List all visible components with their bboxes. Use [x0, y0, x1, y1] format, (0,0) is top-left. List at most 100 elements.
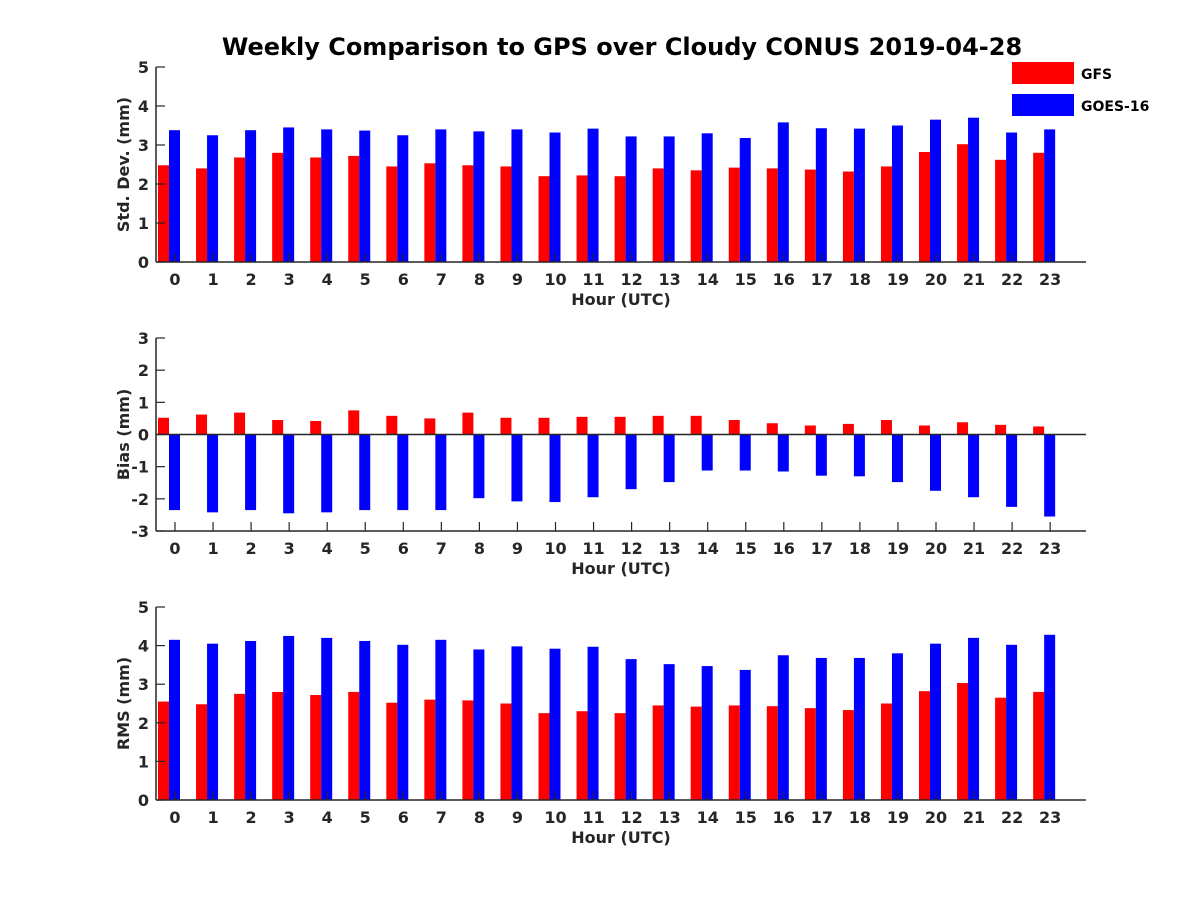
x-tick-label: 8 — [474, 539, 485, 558]
bar-gfs-hour-15 — [728, 420, 740, 435]
y-tick-label: 1 — [138, 393, 149, 412]
bar-goes-16-hour-13 — [663, 136, 675, 262]
bar-goes-16-hour-11 — [587, 434, 599, 498]
x-tick-label: 12 — [620, 270, 642, 289]
bar-goes-16-hour-14 — [701, 434, 713, 471]
bar-gfs-hour-23 — [1033, 691, 1045, 800]
y-tick-label: 2 — [138, 175, 149, 194]
bar-gfs-hour-16 — [766, 706, 778, 800]
x-tick-label: 1 — [207, 270, 218, 289]
y-tick-label: -3 — [131, 522, 149, 541]
x-tick-label: 6 — [398, 808, 409, 827]
x-tick-label: 15 — [735, 270, 757, 289]
x-tick-label: 7 — [436, 270, 447, 289]
bar-gfs-hour-8 — [462, 700, 474, 800]
bar-gfs-hour-6 — [386, 702, 398, 800]
bar-goes-16-hour-20 — [930, 119, 941, 263]
bar-goes-16-hour-1 — [207, 643, 219, 800]
bar-goes-16-hour-4 — [321, 434, 333, 513]
x-tick-label: 2 — [246, 270, 257, 289]
bar-gfs-hour-21 — [957, 422, 969, 435]
bar-gfs-hour-22 — [995, 424, 1007, 435]
x-tick-label: 23 — [1039, 270, 1061, 289]
x-axis-label: Hour (UTC) — [571, 290, 671, 309]
bar-goes-16-hour-20 — [930, 643, 941, 800]
bar-goes-16-hour-16 — [777, 434, 789, 472]
bar-gfs-hour-5 — [348, 410, 360, 435]
x-tick-label: 19 — [887, 270, 909, 289]
bar-gfs-hour-16 — [766, 168, 778, 262]
bar-gfs-hour-7 — [424, 699, 436, 800]
bar-goes-16-hour-0 — [169, 434, 180, 511]
bar-goes-16-hour-18 — [853, 657, 865, 800]
legend-label-gfs: GFS — [1081, 67, 1112, 83]
y-axis-label: Std. Dev. (mm) — [114, 97, 133, 232]
bar-gfs-hour-11 — [576, 416, 588, 435]
x-tick-label: 22 — [1001, 270, 1023, 289]
bar-gfs-hour-10 — [538, 176, 550, 262]
x-tick-label: 5 — [360, 539, 371, 558]
y-axis-label: RMS (mm) — [114, 657, 133, 750]
x-axis-label: Hour (UTC) — [571, 559, 671, 578]
y-tick-label: 5 — [138, 598, 149, 617]
y-tick-label: 0 — [138, 426, 149, 445]
x-tick-label: 9 — [512, 808, 523, 827]
bar-gfs-hour-1 — [196, 414, 208, 435]
bar-gfs-hour-19 — [880, 420, 892, 435]
x-tick-label: 16 — [773, 539, 795, 558]
bar-goes-16-hour-20 — [930, 434, 941, 491]
bar-goes-16-hour-15 — [739, 137, 751, 262]
bar-gfs-hour-21 — [957, 683, 969, 800]
bar-goes-16-hour-14 — [701, 133, 713, 262]
bar-goes-16-hour-14 — [701, 666, 713, 800]
y-tick-label: 5 — [138, 58, 149, 77]
bar-gfs-hour-23 — [1033, 426, 1045, 435]
x-tick-label: 20 — [925, 539, 947, 558]
bar-gfs-hour-20 — [919, 691, 930, 800]
bar-goes-16-hour-23 — [1044, 129, 1056, 262]
bar-gfs-hour-14 — [690, 170, 702, 262]
bar-goes-16-hour-22 — [1006, 132, 1018, 262]
bar-goes-16-hour-5 — [359, 130, 371, 262]
legend-swatch-goes-16 — [1012, 94, 1074, 116]
bar-goes-16-hour-8 — [473, 434, 485, 499]
bar-goes-16-hour-1 — [207, 434, 219, 513]
x-tick-label: 15 — [735, 808, 757, 827]
x-tick-label: 11 — [582, 270, 604, 289]
bar-goes-16-hour-8 — [473, 131, 485, 262]
bar-gfs-hour-0 — [158, 165, 169, 262]
bar-goes-16-hour-17 — [815, 657, 827, 800]
x-tick-label: 0 — [169, 539, 180, 558]
bar-goes-16-hour-10 — [549, 648, 561, 800]
bar-gfs-hour-6 — [386, 415, 398, 435]
bar-gfs-hour-3 — [272, 152, 284, 262]
bar-goes-16-hour-5 — [359, 434, 371, 511]
x-tick-label: 17 — [811, 270, 833, 289]
x-tick-label: 0 — [169, 270, 180, 289]
bar-goes-16-hour-18 — [853, 434, 865, 477]
y-axis-label: Bias (mm) — [114, 389, 133, 481]
bar-gfs-hour-20 — [919, 152, 930, 262]
x-tick-label: 18 — [849, 808, 871, 827]
bar-gfs-hour-20 — [919, 425, 930, 435]
bar-goes-16-hour-3 — [283, 434, 295, 514]
bar-gfs-hour-11 — [576, 175, 588, 262]
x-tick-label: 4 — [322, 808, 333, 827]
x-axis-label: Hour (UTC) — [571, 828, 671, 847]
x-tick-label: 6 — [398, 539, 409, 558]
x-tick-label: 3 — [284, 539, 295, 558]
x-tick-label: 8 — [474, 270, 485, 289]
bar-gfs-hour-11 — [576, 711, 588, 800]
bar-gfs-hour-9 — [500, 166, 512, 262]
bar-goes-16-hour-11 — [587, 128, 599, 262]
y-tick-label: -1 — [131, 458, 149, 477]
legend-swatch-gfs — [1012, 62, 1074, 84]
bar-gfs-hour-12 — [614, 176, 626, 262]
bar-gfs-hour-17 — [804, 169, 816, 262]
bar-goes-16-hour-5 — [359, 640, 371, 800]
x-tick-label: 22 — [1001, 808, 1023, 827]
bar-gfs-hour-3 — [272, 420, 284, 435]
